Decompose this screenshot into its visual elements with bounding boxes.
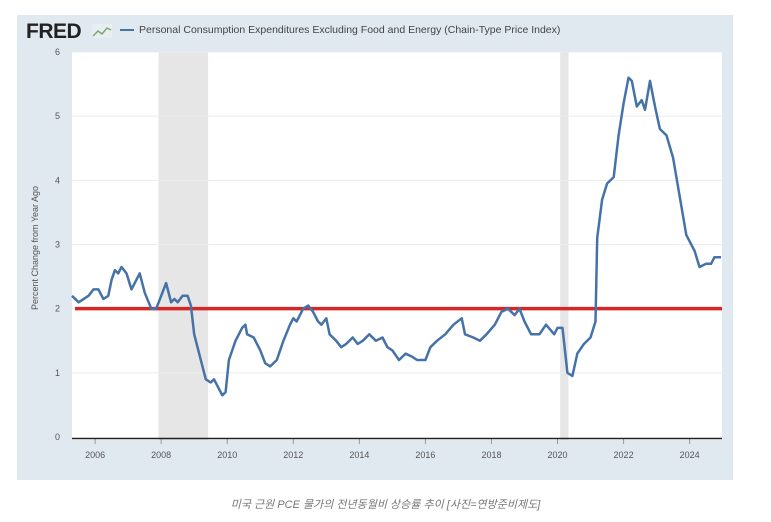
y-axis-label: Percent Change from Year Ago <box>30 186 40 310</box>
image-caption: 미국 근원 PCE 물가의 전년동월비 상승률 추이 [사진=연방준비제도] <box>230 499 541 511</box>
x-tick-label: 2010 <box>217 450 237 460</box>
recession-shading <box>560 52 569 440</box>
x-tick-label: 2008 <box>151 450 171 460</box>
y-tick-label: 5 <box>55 111 60 121</box>
y-tick-label: 6 <box>55 47 60 57</box>
y-tick-label: 4 <box>55 175 60 185</box>
legend: Personal Consumption Expenditures Exclud… <box>120 24 560 36</box>
x-tick-label: 2024 <box>680 450 700 460</box>
x-tick-label: 2020 <box>548 450 568 460</box>
y-tick-label: 0 <box>55 432 60 442</box>
recession-shading <box>158 52 209 440</box>
x-tick-label: 2016 <box>415 450 435 460</box>
y-tick-label: 2 <box>55 304 60 314</box>
x-tick-label: 2018 <box>481 450 501 460</box>
x-tick-label: 2012 <box>283 450 303 460</box>
x-tick-label: 2022 <box>614 450 634 460</box>
x-tick-label: 2006 <box>85 450 105 460</box>
legend-swatch <box>120 29 134 31</box>
fred-graph-icon <box>92 24 112 38</box>
y-tick-label: 1 <box>55 368 60 378</box>
fred-logo: FRED <box>26 20 82 43</box>
legend-label: Personal Consumption Expenditures Exclud… <box>139 24 561 36</box>
series-line-core-pce <box>71 76 721 397</box>
y-tick-label: 3 <box>55 240 60 250</box>
x-tick-label: 2014 <box>349 450 369 460</box>
